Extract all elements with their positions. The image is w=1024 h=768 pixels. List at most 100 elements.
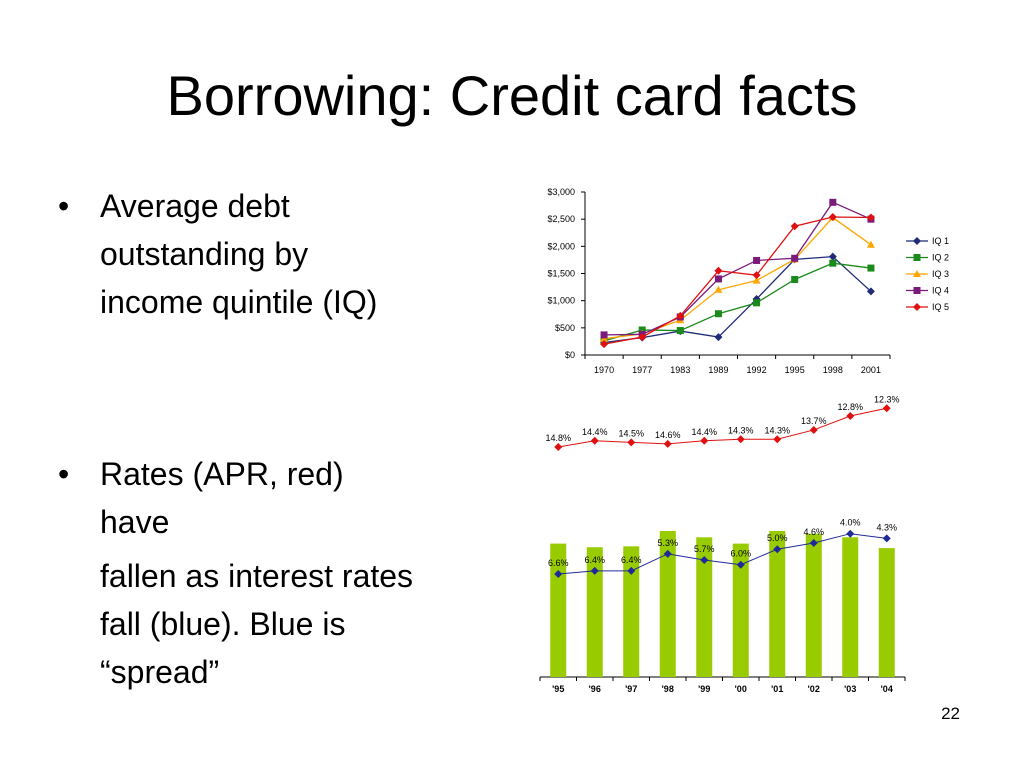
series-line: [603, 216, 871, 345]
apr-data-label: 14.3%: [728, 425, 754, 435]
legend-marker: [913, 254, 921, 261]
x-tick-label: 1995: [785, 365, 805, 375]
x-tick-label: 2001: [861, 365, 881, 375]
data-point: [790, 222, 799, 231]
spread-point: [846, 529, 855, 538]
spread-data-label: 5.3%: [657, 538, 678, 548]
bullet-line: have: [100, 504, 170, 540]
x-tick-label: '01: [771, 684, 783, 694]
data-point: [867, 264, 875, 272]
y-tick-label: $500: [555, 323, 575, 333]
spread-point: [627, 566, 636, 575]
apr-data-label: 13.7%: [801, 416, 827, 426]
bullet-dot: •: [58, 188, 70, 224]
data-point: [866, 213, 875, 222]
data-point: [828, 252, 837, 261]
bullet-line: Rates (APR, red): [100, 456, 344, 492]
x-tick-label: 1977: [632, 365, 652, 375]
legend-label: IQ 1: [932, 236, 949, 246]
legend-label: IQ 3: [932, 269, 949, 279]
apr-point: [773, 435, 782, 444]
legend-marker: [913, 287, 921, 294]
bullet-line: fallen as interest rates: [100, 558, 414, 594]
bar: [769, 531, 786, 677]
bar: [550, 543, 567, 677]
x-tick-label: '96: [589, 684, 601, 694]
apr-point: [700, 436, 709, 445]
spread-data-label: 6.4%: [621, 555, 642, 565]
spread-data-label: 4.6%: [803, 527, 824, 537]
x-tick-label: 1992: [747, 365, 767, 375]
data-point: [714, 266, 723, 275]
x-tick-label: '95: [552, 684, 564, 694]
data-point: [676, 311, 685, 320]
x-tick-label: '99: [698, 684, 710, 694]
bar: [586, 547, 603, 677]
spread-point: [882, 534, 891, 543]
apr-point: [590, 436, 599, 445]
legend-marker: [913, 270, 921, 277]
legend-label: IQ 2: [932, 253, 949, 263]
bullet-line: Average debt: [100, 188, 290, 224]
data-point: [714, 285, 723, 293]
data-point: [866, 287, 875, 296]
apr-point: [663, 439, 672, 448]
y-tick-label: $2,500: [547, 214, 575, 224]
y-tick-label: $1,000: [547, 296, 575, 306]
spread-point: [700, 556, 709, 565]
y-tick-label: $0: [565, 350, 575, 360]
slide-title: Borrowing: Credit card facts: [166, 64, 858, 127]
y-tick-label: $3,000: [547, 187, 575, 197]
data-point: [714, 333, 723, 342]
data-point: [714, 275, 722, 283]
data-point: [600, 331, 608, 339]
apr-data-label: 14.4%: [582, 427, 608, 437]
apr-point: [846, 412, 855, 420]
x-tick-label: '00: [735, 684, 747, 694]
x-tick-label: '04: [881, 684, 893, 694]
data-point: [828, 212, 837, 221]
apr-data-label: 14.6%: [655, 430, 681, 440]
series-line: [603, 262, 872, 342]
x-tick-label: '02: [808, 684, 820, 694]
bullet-line: income quintile (IQ): [100, 284, 378, 320]
apr-data-label: 14.5%: [618, 428, 644, 438]
data-point: [752, 276, 761, 284]
apr-data-label: 12.3%: [874, 394, 900, 404]
bar: [696, 537, 713, 677]
data-point: [638, 333, 647, 342]
x-tick-label: '98: [662, 684, 674, 694]
bar: [842, 537, 859, 677]
spread-data-label: 6.6%: [548, 558, 569, 568]
spread-point: [809, 539, 818, 547]
apr-point: [554, 443, 563, 451]
data-point: [829, 198, 837, 206]
spread-data-label: 6.4%: [584, 555, 605, 565]
apr-line: [558, 407, 887, 448]
bar: [805, 533, 822, 677]
data-point: [753, 256, 761, 264]
series-line: [604, 201, 872, 336]
apr-point: [627, 438, 636, 447]
apr-point: [809, 425, 818, 434]
y-tick-label: $1,500: [547, 269, 575, 279]
bullet-average-debt: • Average debt outstanding by income qui…: [58, 182, 478, 326]
bar: [732, 543, 749, 677]
x-tick-label: 1998: [823, 365, 843, 375]
apr-data-label: 14.8%: [545, 433, 571, 443]
spread-point: [773, 545, 782, 554]
legend-label: IQ 4: [932, 286, 949, 296]
apr-data-label: 14.3%: [764, 425, 790, 435]
bullet-line: “spread”: [100, 654, 220, 690]
data-point: [752, 271, 761, 280]
data-point: [866, 240, 875, 248]
spread-point: [663, 549, 672, 558]
x-tick-label: 1989: [708, 365, 728, 375]
spread-data-label: 6.0%: [730, 549, 751, 559]
spread-data-label: 4.0%: [840, 518, 861, 528]
bullet-dot: •: [58, 456, 70, 492]
x-tick-label: '03: [844, 684, 856, 694]
spread-data-label: 5.0%: [767, 533, 788, 543]
